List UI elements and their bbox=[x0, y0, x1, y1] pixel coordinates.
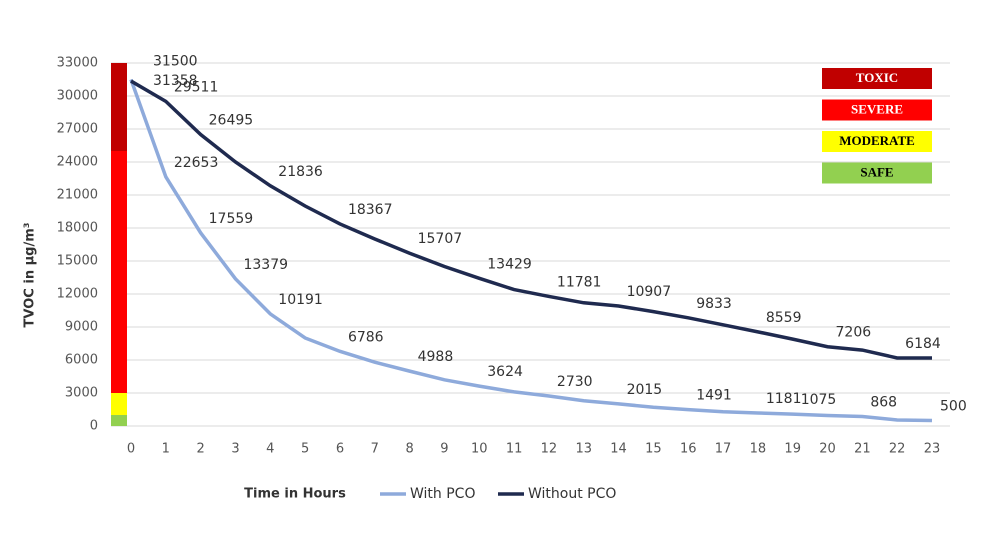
data-label: 22653 bbox=[174, 155, 219, 171]
data-label: 18367 bbox=[348, 202, 393, 218]
x-tick-label: 12 bbox=[541, 442, 558, 457]
data-label: 13429 bbox=[487, 256, 532, 272]
band-legend-label: MODERATE bbox=[839, 133, 915, 148]
x-tick-label: 15 bbox=[645, 442, 662, 457]
x-tick-label: 20 bbox=[819, 442, 836, 457]
x-tick-label: 2 bbox=[197, 442, 205, 457]
data-label: 1075 bbox=[801, 392, 837, 408]
y-tick-label: 9000 bbox=[65, 320, 98, 335]
x-tick-label: 10 bbox=[471, 442, 488, 457]
band-legend-box bbox=[822, 99, 932, 121]
band bbox=[111, 151, 127, 393]
data-label: 31358 bbox=[153, 73, 198, 89]
x-tick-label: 13 bbox=[575, 442, 592, 457]
band-legend-box bbox=[822, 131, 932, 152]
band-legend-box bbox=[822, 68, 932, 89]
y-tick-label: 27000 bbox=[57, 122, 98, 137]
series-line bbox=[129, 78, 933, 423]
y-tick-label: 6000 bbox=[65, 353, 98, 368]
x-tick-label: 21 bbox=[854, 442, 871, 457]
x-tick-label: 23 bbox=[924, 442, 941, 457]
x-tick-label: 3 bbox=[231, 442, 239, 457]
data-label: 31500 bbox=[153, 54, 198, 70]
y-tick-label: 30000 bbox=[57, 89, 98, 104]
y-tick-label: 0 bbox=[90, 419, 98, 434]
x-axis-label: Time in Hours bbox=[244, 487, 346, 502]
data-label: 9833 bbox=[696, 296, 732, 312]
x-tick-label: 0 bbox=[127, 442, 135, 457]
y-tick-label: 24000 bbox=[57, 155, 98, 170]
band-legend-box bbox=[822, 162, 932, 184]
y-tick-label: 33000 bbox=[57, 56, 98, 71]
y-tick-label: 3000 bbox=[65, 386, 98, 401]
data-label: 29511 bbox=[174, 79, 219, 95]
x-tick-label: 16 bbox=[680, 442, 697, 457]
data-label: 3624 bbox=[487, 364, 523, 380]
data-label: 2730 bbox=[557, 374, 593, 390]
band bbox=[111, 415, 127, 426]
x-tick-label: 17 bbox=[715, 442, 732, 457]
y-tick-label: 12000 bbox=[57, 287, 98, 302]
x-tick-label: 5 bbox=[301, 442, 309, 457]
band-legend-label: TOXIC bbox=[856, 70, 898, 85]
data-label: 500 bbox=[940, 399, 967, 415]
y-tick-label: 21000 bbox=[57, 188, 98, 203]
data-label: 6184 bbox=[905, 336, 941, 352]
data-label: 8559 bbox=[766, 310, 802, 326]
x-tick-label: 18 bbox=[750, 442, 767, 457]
data-label: 2015 bbox=[627, 382, 663, 398]
data-label: 17559 bbox=[209, 211, 254, 227]
x-tick-label: 14 bbox=[610, 442, 627, 457]
x-tick-label: 22 bbox=[889, 442, 906, 457]
data-label: 26495 bbox=[209, 113, 254, 129]
x-tick-label: 9 bbox=[440, 442, 448, 457]
data-label: 11781 bbox=[557, 274, 602, 290]
x-tick-label: 11 bbox=[506, 442, 523, 457]
data-label: 1181 bbox=[766, 391, 802, 407]
x-tick-label: 6 bbox=[336, 442, 344, 457]
band bbox=[111, 393, 127, 415]
data-label: 10907 bbox=[627, 284, 672, 300]
data-label: 15707 bbox=[418, 231, 463, 247]
data-label: 10191 bbox=[278, 292, 323, 308]
data-label: 13379 bbox=[243, 257, 288, 273]
x-tick-label: 1 bbox=[162, 442, 170, 457]
data-label: 868 bbox=[870, 394, 897, 410]
series-line bbox=[130, 79, 932, 360]
x-tick-label: 7 bbox=[371, 442, 379, 457]
y-tick-label: 15000 bbox=[57, 254, 98, 269]
x-tick-label: 19 bbox=[784, 442, 801, 457]
data-label: 6786 bbox=[348, 329, 384, 345]
band-legend-label: SEVERE bbox=[851, 101, 903, 116]
x-tick-label: 8 bbox=[405, 442, 413, 457]
data-label: 21836 bbox=[278, 164, 323, 180]
x-tick-label: 4 bbox=[266, 442, 274, 457]
data-label: 4988 bbox=[418, 349, 454, 365]
data-label: 7206 bbox=[836, 325, 872, 341]
legend-label: With PCO bbox=[410, 486, 475, 502]
band bbox=[111, 63, 127, 151]
y-axis-label: TVOC in µg/m³ bbox=[23, 223, 38, 328]
legend-label: Without PCO bbox=[528, 486, 616, 502]
data-label: 1491 bbox=[696, 388, 732, 404]
y-tick-label: 18000 bbox=[57, 221, 98, 236]
band-legend-label: SAFE bbox=[860, 164, 893, 179]
